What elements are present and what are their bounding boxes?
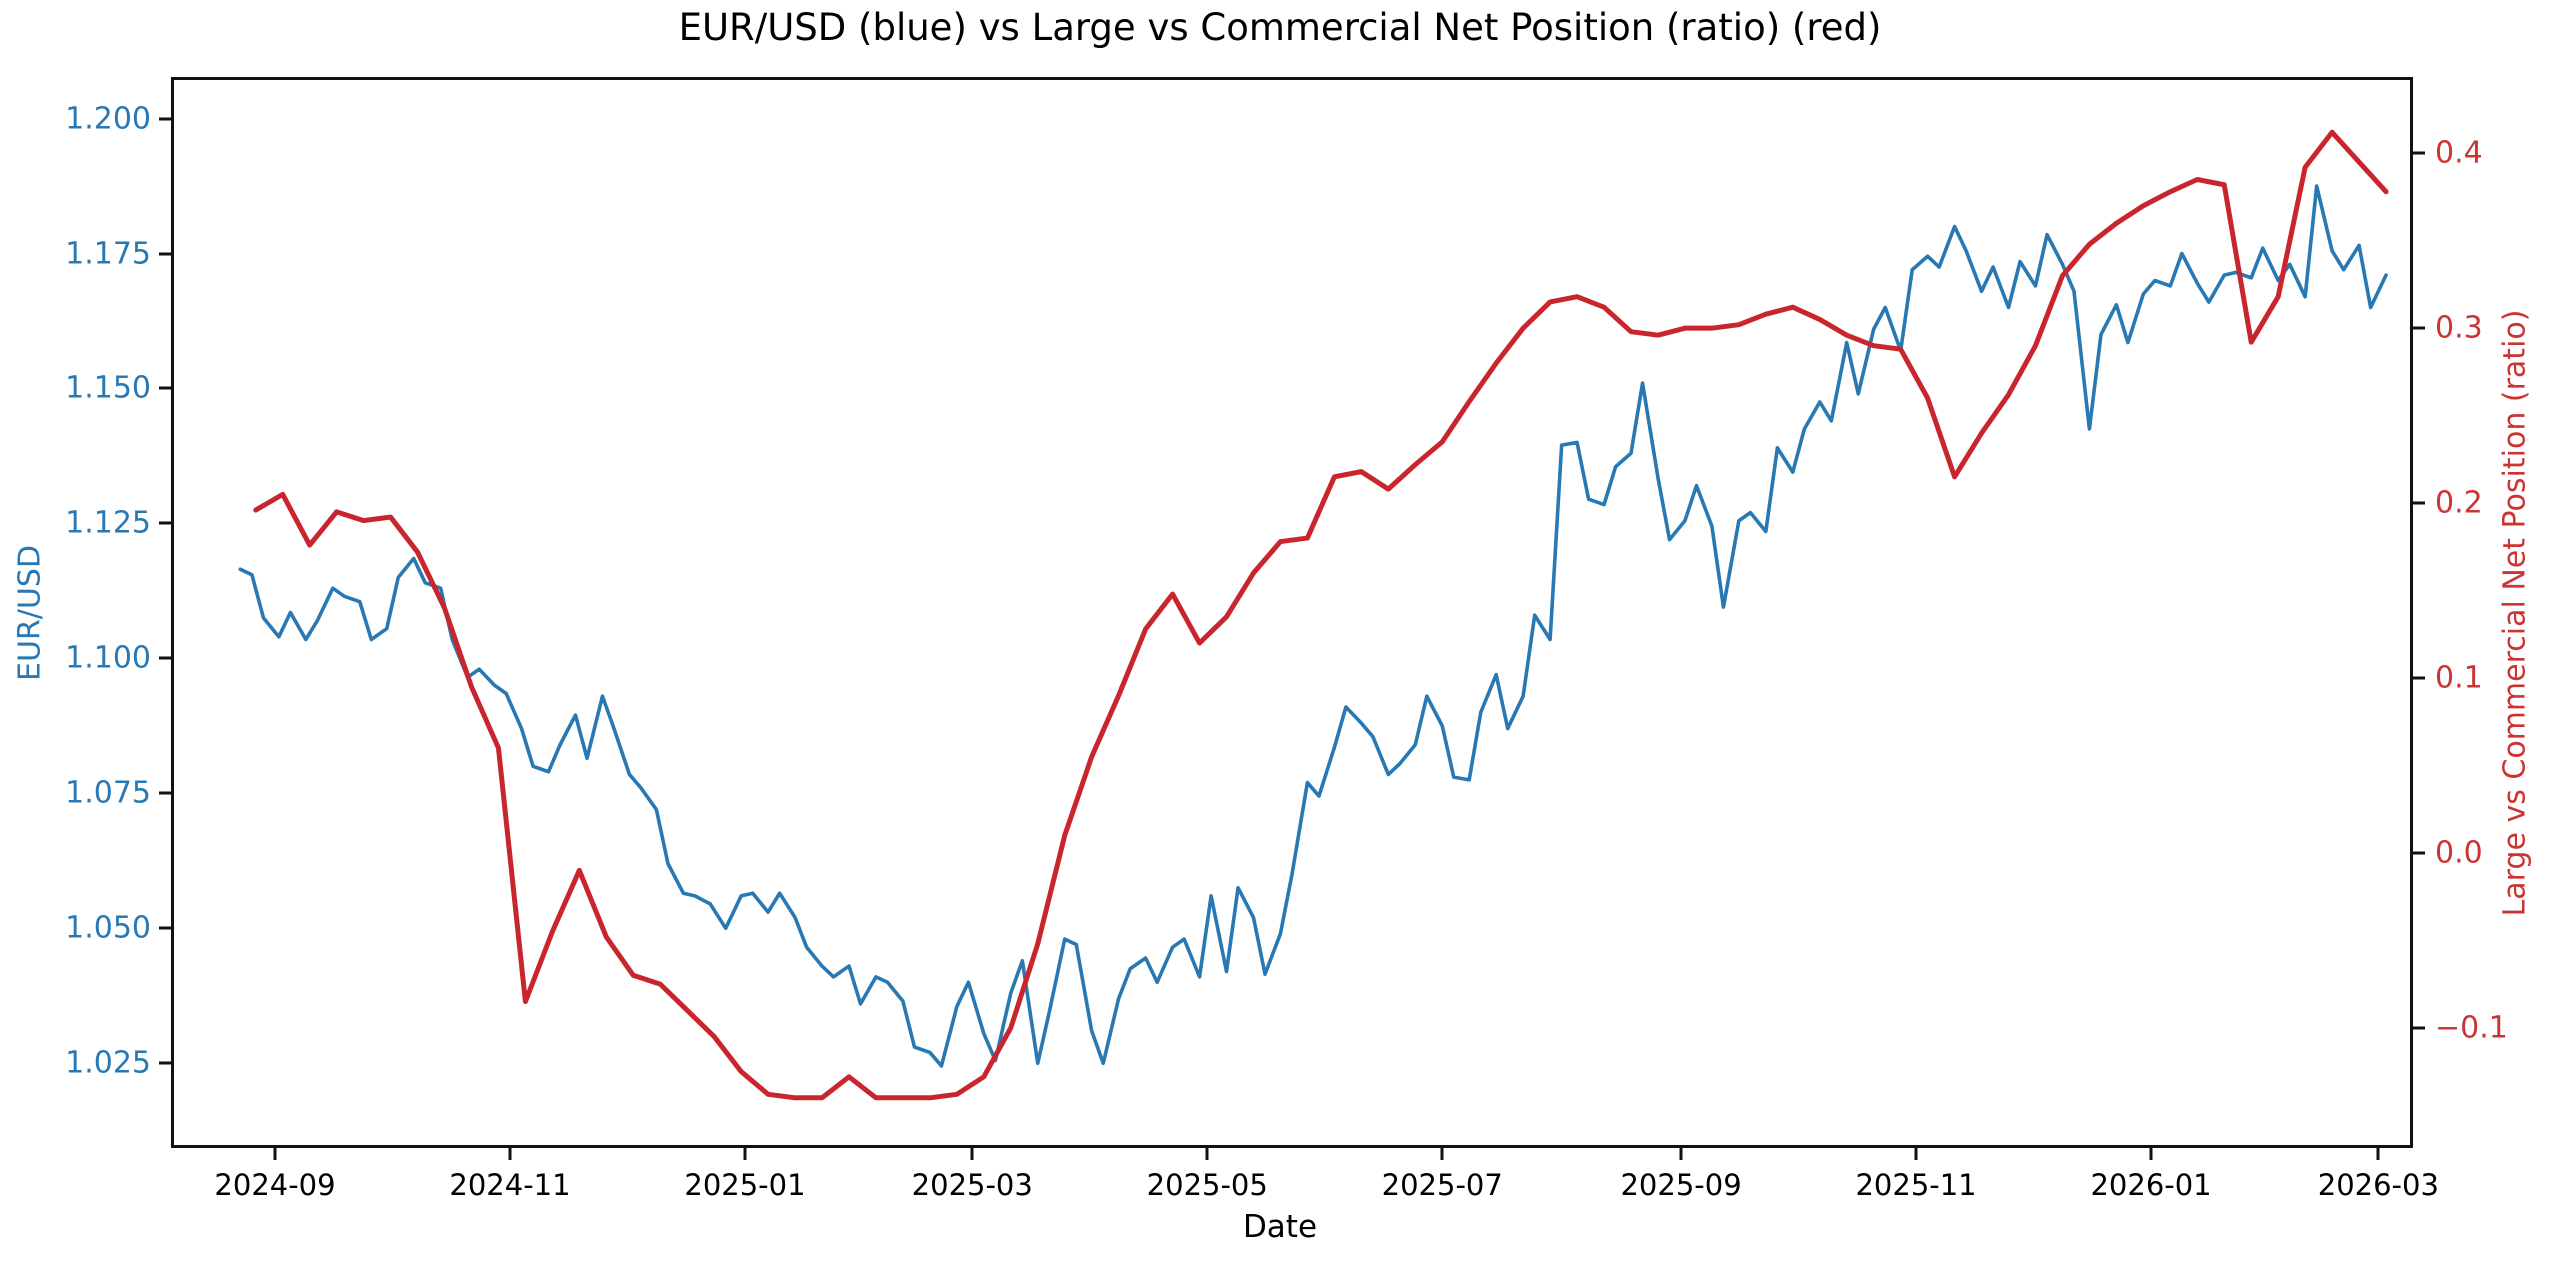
y-right-tick-0.4-mark [2413, 151, 2425, 155]
x-tick-2026-03: 2026-03 [2317, 1168, 2439, 1202]
x-tick-2025-09-mark [1679, 1148, 1683, 1160]
y-right-tick-0.1: 0.1 [2435, 660, 2483, 696]
y-axis-right-label: Large vs Commercial Net Position (ratio) [2497, 309, 2533, 916]
x-tick-2025-07: 2025-07 [1381, 1168, 1503, 1202]
x-tick-2025-05-mark [1205, 1148, 1209, 1160]
x-tick-2025-11-mark [1914, 1148, 1918, 1160]
y-left-tick-1.100-mark [159, 656, 171, 660]
x-tick-2024-11: 2024-11 [449, 1168, 571, 1202]
y-left-tick-1.075: 1.075 [65, 775, 151, 811]
y-right-tick-0.3: 0.3 [2435, 310, 2483, 346]
x-tick-2025-09: 2025-09 [1620, 1168, 1742, 1202]
x-tick-2025-07-mark [1440, 1148, 1444, 1160]
y-left-tick-1.100: 1.100 [65, 640, 151, 676]
y-right-tick--0.1-mark [2413, 1026, 2425, 1030]
series-ratio-group [253, 129, 2389, 1101]
y-right-tick-0.4: 0.4 [2435, 135, 2483, 171]
line-eurusd [238, 184, 2388, 1068]
x-tick-2025-03: 2025-03 [911, 1168, 1033, 1202]
y-left-tick-1.025: 1.025 [65, 1045, 151, 1081]
y-left-tick-1.200: 1.200 [65, 101, 151, 137]
line-ratio [253, 129, 2389, 1101]
x-tick-2026-01: 2026-01 [2090, 1168, 2212, 1202]
y-left-tick-1.075-mark [159, 791, 171, 795]
x-tick-2025-05: 2025-05 [1146, 1168, 1268, 1202]
y-axis-left-label: EUR/USD [12, 544, 48, 681]
series-eurusd-group [238, 184, 2388, 1068]
x-tick-2025-01: 2025-01 [684, 1168, 806, 1202]
y-left-tick-1.025-mark [159, 1061, 171, 1065]
y-left-tick-1.150-mark [159, 386, 171, 390]
y-right-tick-0.2: 0.2 [2435, 485, 2483, 521]
y-right-tick--0.1: −0.1 [2435, 1010, 2508, 1046]
y-right-tick-0.2-mark [2413, 501, 2425, 505]
x-tick-2024-11-mark [508, 1148, 512, 1160]
x-tick-2026-03-mark [2376, 1148, 2380, 1160]
x-tick-2024-09-mark [273, 1148, 277, 1160]
y-left-tick-1.125: 1.125 [65, 505, 151, 541]
y-left-tick-1.175: 1.175 [65, 236, 151, 272]
y-left-tick-1.200-mark [159, 117, 171, 121]
plot-area-frame [171, 77, 2413, 1148]
y-right-tick-0.0: 0.0 [2435, 835, 2483, 871]
x-tick-2025-01-mark [743, 1148, 747, 1160]
x-tick-2025-11: 2025-11 [1855, 1168, 1977, 1202]
y-left-tick-1.050-mark [159, 926, 171, 930]
y-left-tick-1.050: 1.050 [65, 910, 151, 946]
y-left-tick-1.175-mark [159, 252, 171, 256]
y-left-tick-1.150: 1.150 [65, 370, 151, 406]
x-tick-2026-01-mark [2149, 1148, 2153, 1160]
x-tick-2024-09: 2024-09 [214, 1168, 336, 1202]
x-axis-label: Date [1242, 1209, 1318, 1245]
y-right-tick-0.3-mark [2413, 326, 2425, 330]
y-right-tick-0.0-mark [2413, 851, 2425, 855]
chart-title: EUR/USD (blue) vs Large vs Commercial Ne… [678, 6, 1882, 49]
x-tick-2025-03-mark [970, 1148, 974, 1160]
y-left-tick-1.125-mark [159, 521, 171, 525]
plot-lines [238, 129, 2389, 1101]
y-right-tick-0.1-mark [2413, 676, 2425, 680]
